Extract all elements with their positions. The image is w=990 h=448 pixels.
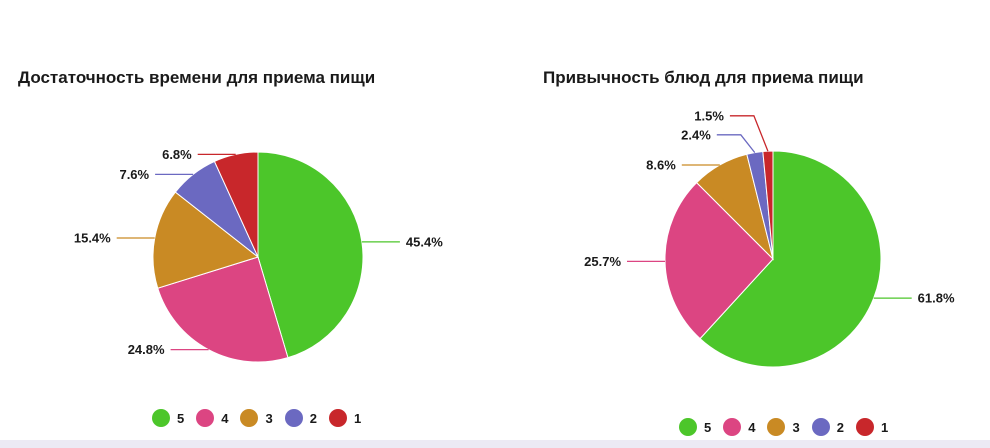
data-label: 45.4% [406,234,443,249]
legend-item[interactable]: 1 [855,418,889,436]
pie-slice-3[interactable] [152,191,260,289]
legend-label: 4 [748,419,756,435]
data-label: 8.6% [646,158,676,173]
pie-slice-5[interactable] [699,150,882,368]
leader-line [729,115,769,152]
legend-label: 1 [353,410,362,426]
legend-label: 3 [792,419,800,435]
pie-chart: 61.8% 25.7% 8.6% 2.4% 1.5% [584,108,955,368]
pie-slice-1[interactable] [762,150,774,260]
pie-slice-5[interactable] [257,151,364,359]
legend-swatch [196,409,215,427]
legend-label: 5 [177,410,185,426]
legend-swatch [767,418,786,436]
legend-item[interactable]: 2 [284,409,317,427]
pie-chart: 45.4% 24.8% 15.4% 7.6% 6.8% [74,147,443,363]
data-label: 25.7% [584,254,621,269]
chart-title: Достаточность времени для приема пищи [18,68,376,87]
chart-legend: 5 4 3 2 1 [679,418,900,436]
data-label: 15.4% [74,230,111,245]
legend-label: 1 [880,419,889,435]
data-label: 61.8% [918,291,955,306]
legend-swatch [240,409,259,427]
legend-item[interactable]: 1 [328,409,362,427]
legend-label: 2 [836,419,844,435]
legend-label: 3 [265,410,273,426]
data-label: 6.8% [162,147,192,162]
legend-swatch [284,409,303,427]
legend-item[interactable]: 3 [240,409,273,427]
legend-swatch [679,418,697,436]
legend-swatch [328,409,347,427]
legend-item[interactable]: 5 [152,409,184,427]
legend-swatch [855,418,874,436]
bottom-bar [0,440,990,448]
chart-panel-2: Привычность блюд для приема пищи 61.8% 25… [495,0,990,440]
chart-title: Привычность блюд для приема пищи [543,68,864,87]
legend-item[interactable]: 5 [679,418,711,436]
legend-swatch [152,409,170,427]
legend-item[interactable]: 3 [767,418,800,436]
leader-line [716,134,756,154]
data-label: 24.8% [128,342,165,357]
chart-panel-1: Достаточность времени для приема пищи 45… [0,0,495,440]
legend-item[interactable]: 4 [723,418,755,436]
data-label: 2.4% [681,127,711,142]
legend-swatch [723,418,742,436]
pie-slice-1[interactable] [213,151,259,258]
pie-slice-4[interactable] [664,181,774,340]
legend-item[interactable]: 4 [196,409,228,427]
legend-label: 4 [221,410,229,426]
data-label: 7.6% [119,167,149,182]
legend-swatch [811,418,830,436]
data-label: 1.5% [694,108,724,123]
legend-label: 5 [704,419,712,435]
legend-item[interactable]: 2 [811,418,844,436]
chart-legend: 5 4 3 2 1 [152,409,373,427]
legend-label: 2 [309,410,317,426]
